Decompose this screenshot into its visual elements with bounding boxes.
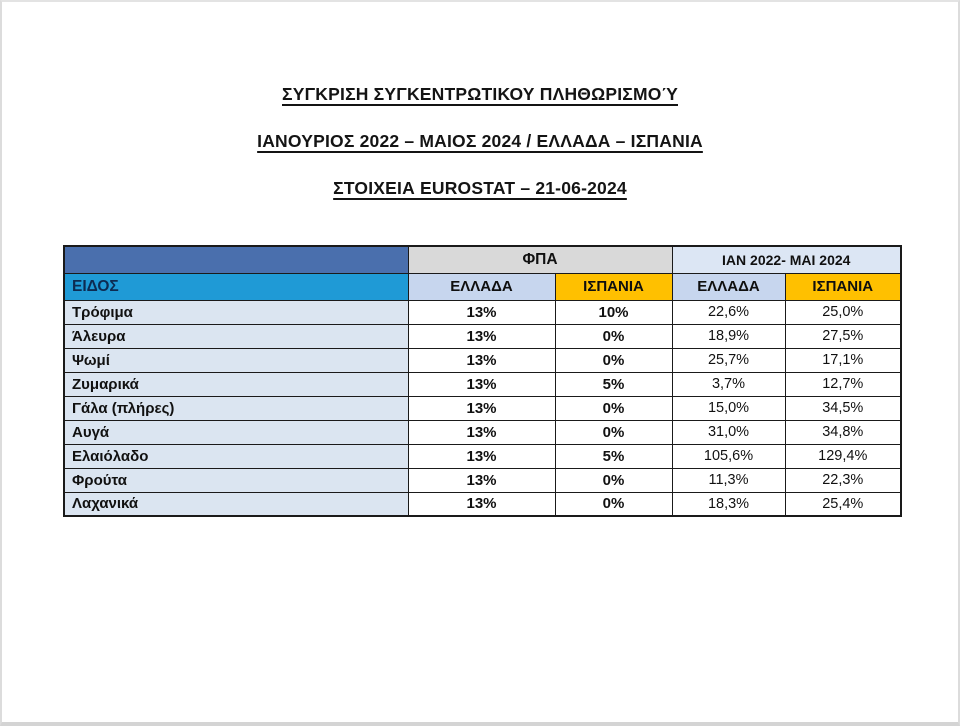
table-row: Αυγά 13% 0% 31,0% 34,8% [63,419,902,445]
column-header-row: ΕΙΔΟΣ ΕΛΛΑΔΑ ΙΣΠΑΝΙΑ ΕΛΛΑΔΑ ΙΣΠΑΝΙΑ [63,272,902,301]
table-row: Άλευρα 13% 0% 18,9% 27,5% [63,323,902,349]
vat-spain-cell: 5% [554,371,673,397]
vat-greece-cell: 13% [407,467,556,493]
inflation-greece-cell: 105,6% [671,443,786,469]
vat-greece-cell: 13% [407,347,556,373]
vat-group-header: ΦΠΑ [407,245,673,274]
vat-spain-cell: 0% [554,323,673,349]
item-cell: Ψωμί [63,347,409,373]
inflation-greece-cell: 3,7% [671,371,786,397]
vat-greece-cell: 13% [407,371,556,397]
inflation-spain-column-header: ΙΣΠΑΝΙΑ [784,272,902,301]
item-cell: Άλευρα [63,323,409,349]
vat-spain-column-header: ΙΣΠΑΝΙΑ [554,272,673,301]
inflation-spain-cell: 25,0% [784,299,902,325]
table-row: Ζυμαρικά 13% 5% 3,7% 12,7% [63,371,902,397]
vat-spain-cell: 0% [554,419,673,445]
inflation-comparison-table-container: ΦΠΑ ΙΑΝ 2022- ΜΑΙ 2024 ΕΙΔΟΣ ΕΛΛΑΔΑ ΙΣΠΑ… [63,245,902,517]
inflation-greece-cell: 11,3% [671,467,786,493]
vat-spain-cell: 0% [554,491,673,517]
inflation-spain-cell: 129,4% [784,443,902,469]
item-cell: Ζυμαρικά [63,371,409,397]
inflation-greece-column-header: ΕΛΛΑΔΑ [671,272,786,301]
inflation-spain-cell: 27,5% [784,323,902,349]
item-cell: Τρόφιμα [63,299,409,325]
table-row: Τρόφιμα 13% 10% 22,6% 25,0% [63,299,902,325]
vat-greece-cell: 13% [407,443,556,469]
item-cell: Ελαιόλαδο [63,443,409,469]
document-title-line-3: ΣΤΟΙΧΕΙΑ EUROSTAT – 21-06-2024 [333,178,627,198]
document-header: ΣΥΓΚΡΙΣΗ ΣΥΓΚΕΝΤΡΩΤΙΚΟΥ ΠΛΗΘΩΡΙΣΜΟΎ ΙΑΝΟ… [2,84,958,225]
document-title-line-2: ΙΑΝΟΥΡΙΟΣ 2022 – ΜΑΙΟΣ 2024 / ΕΛΛΑΔΑ – Ι… [257,131,703,151]
vat-greece-cell: 13% [407,419,556,445]
inflation-spain-cell: 34,8% [784,419,902,445]
period-group-header: ΙΑΝ 2022- ΜΑΙ 2024 [671,245,902,274]
table-row: Ψωμί 13% 0% 25,7% 17,1% [63,347,902,373]
vat-spain-cell: 0% [554,395,673,421]
inflation-greece-cell: 31,0% [671,419,786,445]
vat-greece-cell: 13% [407,395,556,421]
item-cell: Αυγά [63,419,409,445]
table-row: Γάλα (πλήρες) 13% 0% 15,0% 34,5% [63,395,902,421]
inflation-spain-cell: 17,1% [784,347,902,373]
inflation-greece-cell: 15,0% [671,395,786,421]
table-row: Φρούτα 13% 0% 11,3% 22,3% [63,467,902,493]
vat-greece-column-header: ΕΛΛΑΔΑ [407,272,556,301]
group-header-row: ΦΠΑ ΙΑΝ 2022- ΜΑΙ 2024 [63,245,902,274]
item-cell: Λαχανικά [63,491,409,517]
table-row: Λαχανικά 13% 0% 18,3% 25,4% [63,491,902,517]
item-cell: Γάλα (πλήρες) [63,395,409,421]
document-title-line-1: ΣΥΓΚΡΙΣΗ ΣΥΓΚΕΝΤΡΩΤΙΚΟΥ ΠΛΗΘΩΡΙΣΜΟΎ [282,84,678,104]
inflation-greece-cell: 22,6% [671,299,786,325]
inflation-spain-cell: 34,5% [784,395,902,421]
vat-spain-cell: 10% [554,299,673,325]
inflation-greece-cell: 18,9% [671,323,786,349]
vat-spain-cell: 0% [554,467,673,493]
corner-header-cell [63,245,409,274]
item-column-header: ΕΙΔΟΣ [63,272,409,301]
vat-greece-cell: 13% [407,323,556,349]
vat-greece-cell: 13% [407,299,556,325]
inflation-comparison-table: ΦΠΑ ΙΑΝ 2022- ΜΑΙ 2024 ΕΙΔΟΣ ΕΛΛΑΔΑ ΙΣΠΑ… [63,245,902,517]
table-row: Ελαιόλαδο 13% 5% 105,6% 129,4% [63,443,902,469]
vat-greece-cell: 13% [407,491,556,517]
vat-spain-cell: 5% [554,443,673,469]
vat-spain-cell: 0% [554,347,673,373]
item-cell: Φρούτα [63,467,409,493]
inflation-spain-cell: 22,3% [784,467,902,493]
inflation-greece-cell: 18,3% [671,491,786,517]
inflation-spain-cell: 12,7% [784,371,902,397]
inflation-greece-cell: 25,7% [671,347,786,373]
inflation-spain-cell: 25,4% [784,491,902,517]
